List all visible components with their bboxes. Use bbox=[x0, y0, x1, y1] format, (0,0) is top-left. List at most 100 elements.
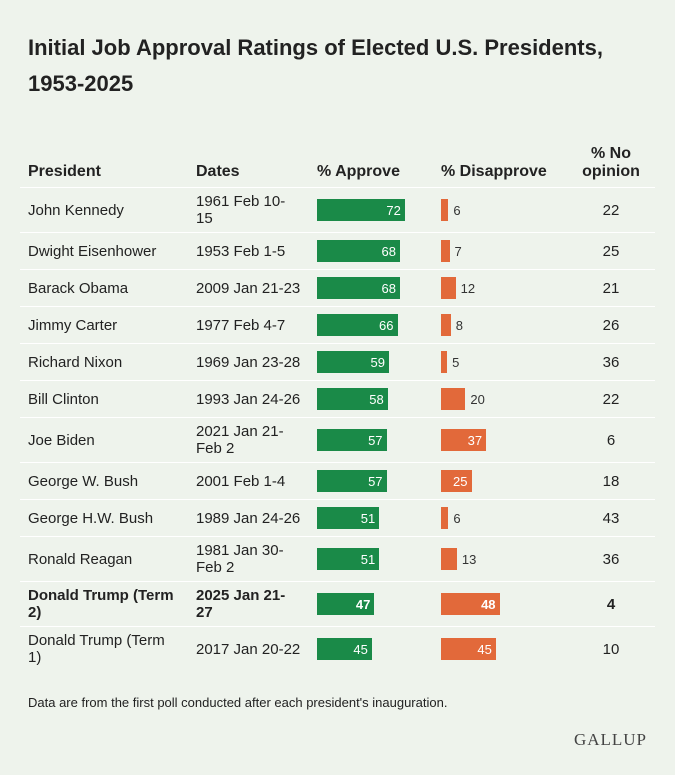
logo: GALLUP bbox=[573, 730, 647, 749]
approve-bar: 58 bbox=[317, 388, 388, 410]
disapprove-bar: 45 bbox=[441, 638, 496, 660]
dates: 2025 Jan 21-27 bbox=[188, 581, 309, 627]
column-header: % No opinion bbox=[582, 145, 640, 180]
president: Barack Obama bbox=[20, 269, 188, 307]
approve-cell: 59 bbox=[309, 343, 433, 381]
value-label: 51 bbox=[360, 552, 376, 567]
disapprove-bar: 6 bbox=[441, 199, 461, 221]
disapprove-cell: 20 bbox=[433, 380, 567, 418]
approve-cell: 68 bbox=[309, 269, 433, 307]
value-label: 47 bbox=[355, 597, 371, 612]
table-row: Dwight Eisenhower 1953 Feb 1-5 68 7 25 bbox=[20, 232, 655, 270]
dates: 1977 Feb 4-7 bbox=[188, 306, 309, 344]
value-label: 59 bbox=[370, 355, 385, 370]
value-label: 68 bbox=[381, 281, 396, 296]
table-row: Richard Nixon 1969 Jan 23-28 59 5 36 bbox=[20, 343, 655, 381]
note: Data are from the first poll conducted a… bbox=[28, 695, 448, 710]
no-opinion: 6 bbox=[567, 417, 655, 463]
no-opinion: 36 bbox=[567, 343, 655, 381]
disapprove-bar: 7 bbox=[441, 240, 462, 262]
approve-cell: 57 bbox=[309, 417, 433, 463]
value-label: 37 bbox=[467, 433, 483, 448]
dates: 1953 Feb 1-5 bbox=[188, 232, 309, 270]
approve-bar: 47 bbox=[317, 593, 375, 615]
approve-cell: 57 bbox=[309, 462, 433, 500]
dates: 2009 Jan 21-23 bbox=[188, 269, 309, 307]
president: John Kennedy bbox=[20, 187, 188, 233]
approve-cell: 51 bbox=[309, 499, 433, 537]
column-header: Dates bbox=[196, 163, 240, 180]
no-opinion: 36 bbox=[567, 536, 655, 582]
value-label: 72 bbox=[386, 203, 401, 218]
ratings-table: President Dates % Approve % Disapprove % No … bbox=[20, 145, 655, 671]
approve-cell: 45 bbox=[309, 626, 433, 671]
no-opinion: 10 bbox=[567, 626, 655, 671]
header-row: President Dates % Approve % Disapprove % No … bbox=[20, 145, 655, 188]
disapprove-bar: 12 bbox=[441, 277, 475, 299]
president: Donald Trump (Term 1) bbox=[20, 626, 188, 671]
approve-cell: 58 bbox=[309, 380, 433, 418]
table-body: John Kennedy 1961 Feb 10-15 72 6 22 Dwight Ei… bbox=[20, 187, 655, 671]
table-row: Ronald Reagan 1981 Jan 30-Feb 2 51 13 36 bbox=[20, 536, 655, 582]
approve-cell: 66 bbox=[309, 306, 433, 344]
value-label: 13 bbox=[461, 552, 477, 567]
value-label: 25 bbox=[453, 474, 468, 489]
approve-bar: 66 bbox=[317, 314, 398, 336]
disapprove-cell: 48 bbox=[433, 581, 567, 627]
value-label: 20 bbox=[470, 392, 485, 407]
value-label: 45 bbox=[353, 642, 368, 657]
dates: 1969 Jan 23-28 bbox=[188, 343, 309, 381]
president: Ronald Reagan bbox=[20, 536, 188, 582]
disapprove-cell: 6 bbox=[433, 499, 567, 537]
dates: 1961 Feb 10-15 bbox=[188, 187, 309, 233]
approve-bar: 68 bbox=[317, 277, 400, 299]
approve-cell: 68 bbox=[309, 232, 433, 270]
no-opinion: 4 bbox=[567, 581, 655, 627]
value-label: 58 bbox=[369, 392, 384, 407]
value-label: 6 bbox=[453, 511, 461, 526]
value-label: 12 bbox=[460, 281, 476, 296]
value-label: 68 bbox=[381, 244, 396, 259]
value-label: 8 bbox=[455, 318, 463, 333]
no-opinion: 18 bbox=[567, 462, 655, 500]
disapprove-cell: 6 bbox=[433, 187, 567, 233]
approve-bar: 72 bbox=[317, 199, 405, 221]
table-row: Jimmy Carter 1977 Feb 4-7 66 8 26 bbox=[20, 306, 655, 344]
dates: 2001 Feb 1-4 bbox=[188, 462, 309, 500]
title: Initial Job Approval Ratings of Elected … bbox=[28, 35, 603, 96]
value-label: 57 bbox=[368, 474, 383, 489]
disapprove-bar: 48 bbox=[441, 593, 500, 615]
president: Richard Nixon bbox=[20, 343, 188, 381]
no-opinion: 21 bbox=[567, 269, 655, 307]
table-row: George W. Bush 2001 Feb 1-4 57 25 18 bbox=[20, 462, 655, 500]
dates: 1993 Jan 24-26 bbox=[188, 380, 309, 418]
approve-cell: 51 bbox=[309, 536, 433, 582]
disapprove-cell: 25 bbox=[433, 462, 567, 500]
table-row: Donald Trump (Term 2) 2025 Jan 21-27 47 48 4 bbox=[20, 581, 655, 627]
president: Joe Biden bbox=[20, 417, 188, 463]
president: Dwight Eisenhower bbox=[20, 232, 188, 270]
disapprove-bar: 37 bbox=[441, 429, 487, 451]
table-row: George H.W. Bush 1989 Jan 24-26 51 6 43 bbox=[20, 499, 655, 537]
president: Donald Trump (Term 2) bbox=[20, 581, 188, 627]
table-row: Bill Clinton 1993 Jan 24-26 58 20 22 bbox=[20, 380, 655, 418]
value-label: 7 bbox=[454, 244, 462, 259]
column-header: President bbox=[28, 163, 101, 180]
president: Bill Clinton bbox=[20, 380, 188, 418]
value-label: 6 bbox=[453, 203, 461, 218]
disapprove-cell: 7 bbox=[433, 232, 567, 270]
approve-bar: 51 bbox=[317, 507, 380, 529]
disapprove-cell: 5 bbox=[433, 343, 567, 381]
value-label: 45 bbox=[477, 642, 492, 657]
table-row: John Kennedy 1961 Feb 10-15 72 6 22 bbox=[20, 187, 655, 233]
no-opinion: 22 bbox=[567, 380, 655, 418]
no-opinion: 22 bbox=[567, 187, 655, 233]
approve-bar: 57 bbox=[317, 470, 387, 492]
approve-cell: 47 bbox=[309, 581, 433, 627]
approve-bar: 57 bbox=[317, 429, 387, 451]
column-header: % Approve bbox=[317, 163, 400, 180]
disapprove-cell: 12 bbox=[433, 269, 567, 307]
president: George W. Bush bbox=[20, 462, 188, 500]
dates: 1989 Jan 24-26 bbox=[188, 499, 309, 537]
